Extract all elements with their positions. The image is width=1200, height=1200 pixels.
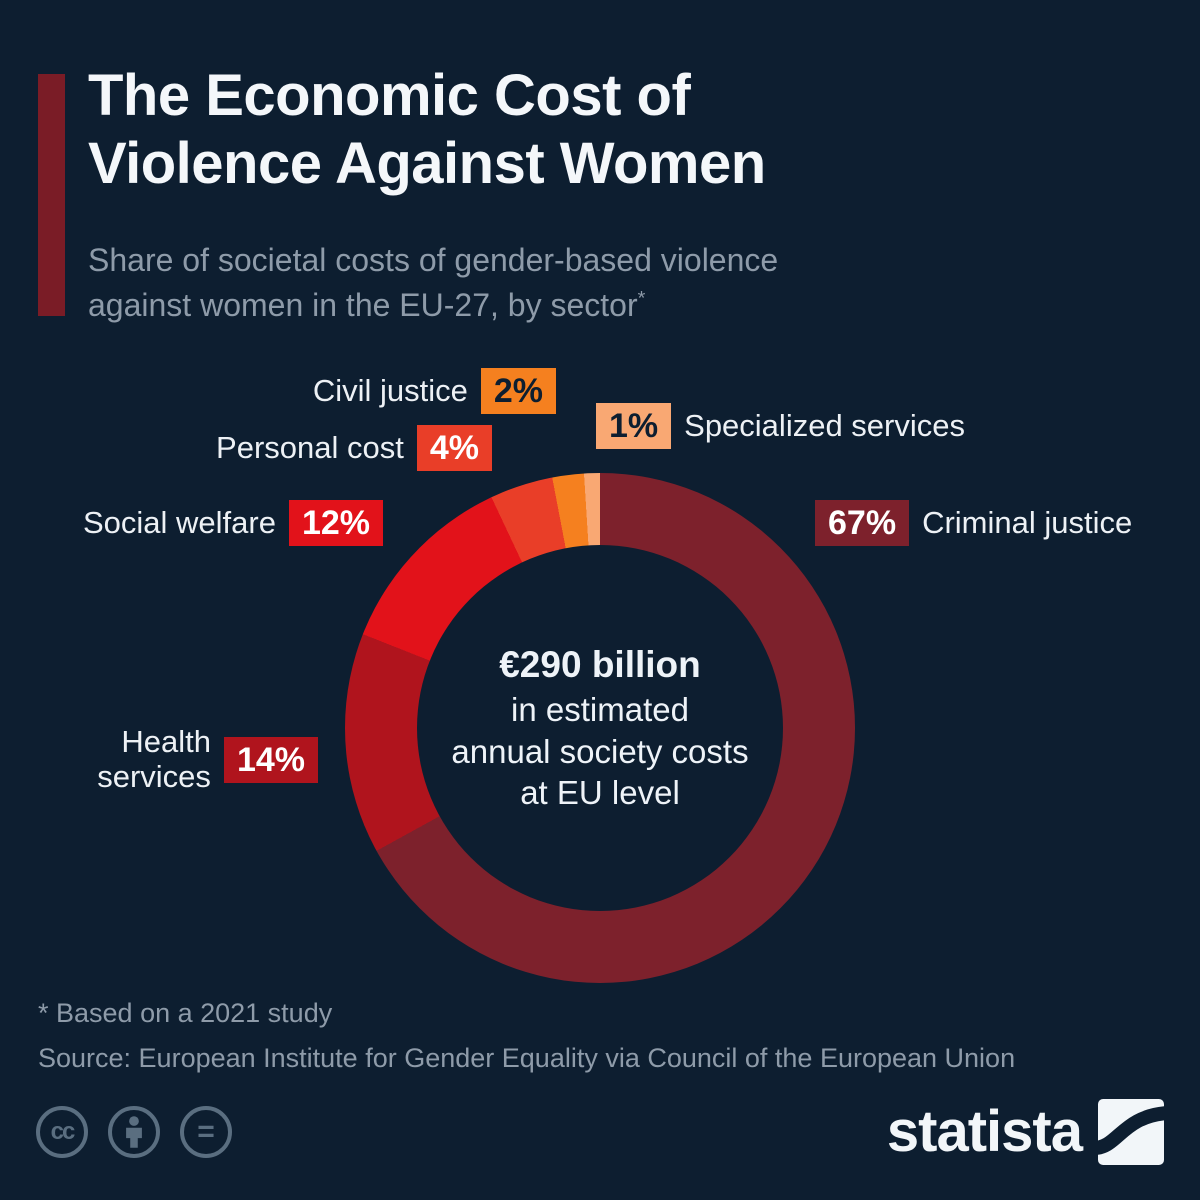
page-title: The Economic Cost of Violence Against Wo… bbox=[88, 63, 766, 197]
attribution-person-icon[interactable] bbox=[108, 1106, 160, 1158]
person-glyph bbox=[126, 1116, 142, 1148]
value-badge: 4% bbox=[416, 425, 492, 471]
callout-civil-justice: Civil justice 2% bbox=[313, 368, 556, 414]
value-badge: 1% bbox=[596, 403, 672, 449]
segment-label: Criminal justice bbox=[922, 505, 1133, 540]
title-accent-bar bbox=[38, 74, 65, 316]
page-subtitle: Share of societal costs of gender-based … bbox=[88, 238, 1088, 328]
license-badges[interactable]: cc = bbox=[36, 1106, 232, 1158]
callout-health-services: Health services 14% bbox=[69, 724, 318, 794]
segment-label: Health services bbox=[97, 724, 211, 794]
callout-social-welfare: Social welfare 12% bbox=[83, 500, 383, 546]
donut-chart: €290 billion in estimated annual society… bbox=[345, 473, 855, 983]
value-badge: 67% bbox=[815, 500, 910, 546]
source-line: Source: European Institute for Gender Eq… bbox=[38, 1043, 1016, 1073]
segment-label: Social welfare bbox=[82, 505, 276, 540]
callout-personal-cost: Personal cost 4% bbox=[216, 425, 492, 471]
statista-s-curve-icon bbox=[1098, 1098, 1164, 1165]
segment-label: Civil justice bbox=[312, 373, 468, 408]
footnote-marker: * bbox=[637, 287, 646, 310]
segment-label: Specialized services bbox=[684, 408, 965, 443]
statista-logo[interactable]: statista bbox=[887, 1098, 1164, 1165]
donut-center-text: €290 billion in estimated annual society… bbox=[430, 642, 770, 813]
value-badge: 12% bbox=[288, 500, 383, 546]
total-value: €290 billion bbox=[499, 644, 701, 686]
callout-criminal-justice: 67% Criminal justice bbox=[815, 500, 1132, 546]
callout-specialized-services: 1% Specialized services bbox=[596, 403, 965, 449]
value-badge: 2% bbox=[480, 368, 556, 414]
creative-commons-icon[interactable]: cc bbox=[36, 1106, 88, 1158]
footnote: * Based on a 2021 study bbox=[38, 998, 333, 1028]
segment-label: Personal cost bbox=[216, 430, 404, 465]
donut-hole: €290 billion in estimated annual society… bbox=[417, 545, 783, 911]
total-description: in estimated annual society costs at EU … bbox=[451, 690, 749, 812]
no-derivatives-icon[interactable]: = bbox=[180, 1106, 232, 1158]
subtitle-text: Share of societal costs of gender-based … bbox=[88, 242, 779, 323]
statista-wordmark: statista bbox=[886, 1099, 1083, 1164]
value-badge: 14% bbox=[223, 737, 318, 783]
